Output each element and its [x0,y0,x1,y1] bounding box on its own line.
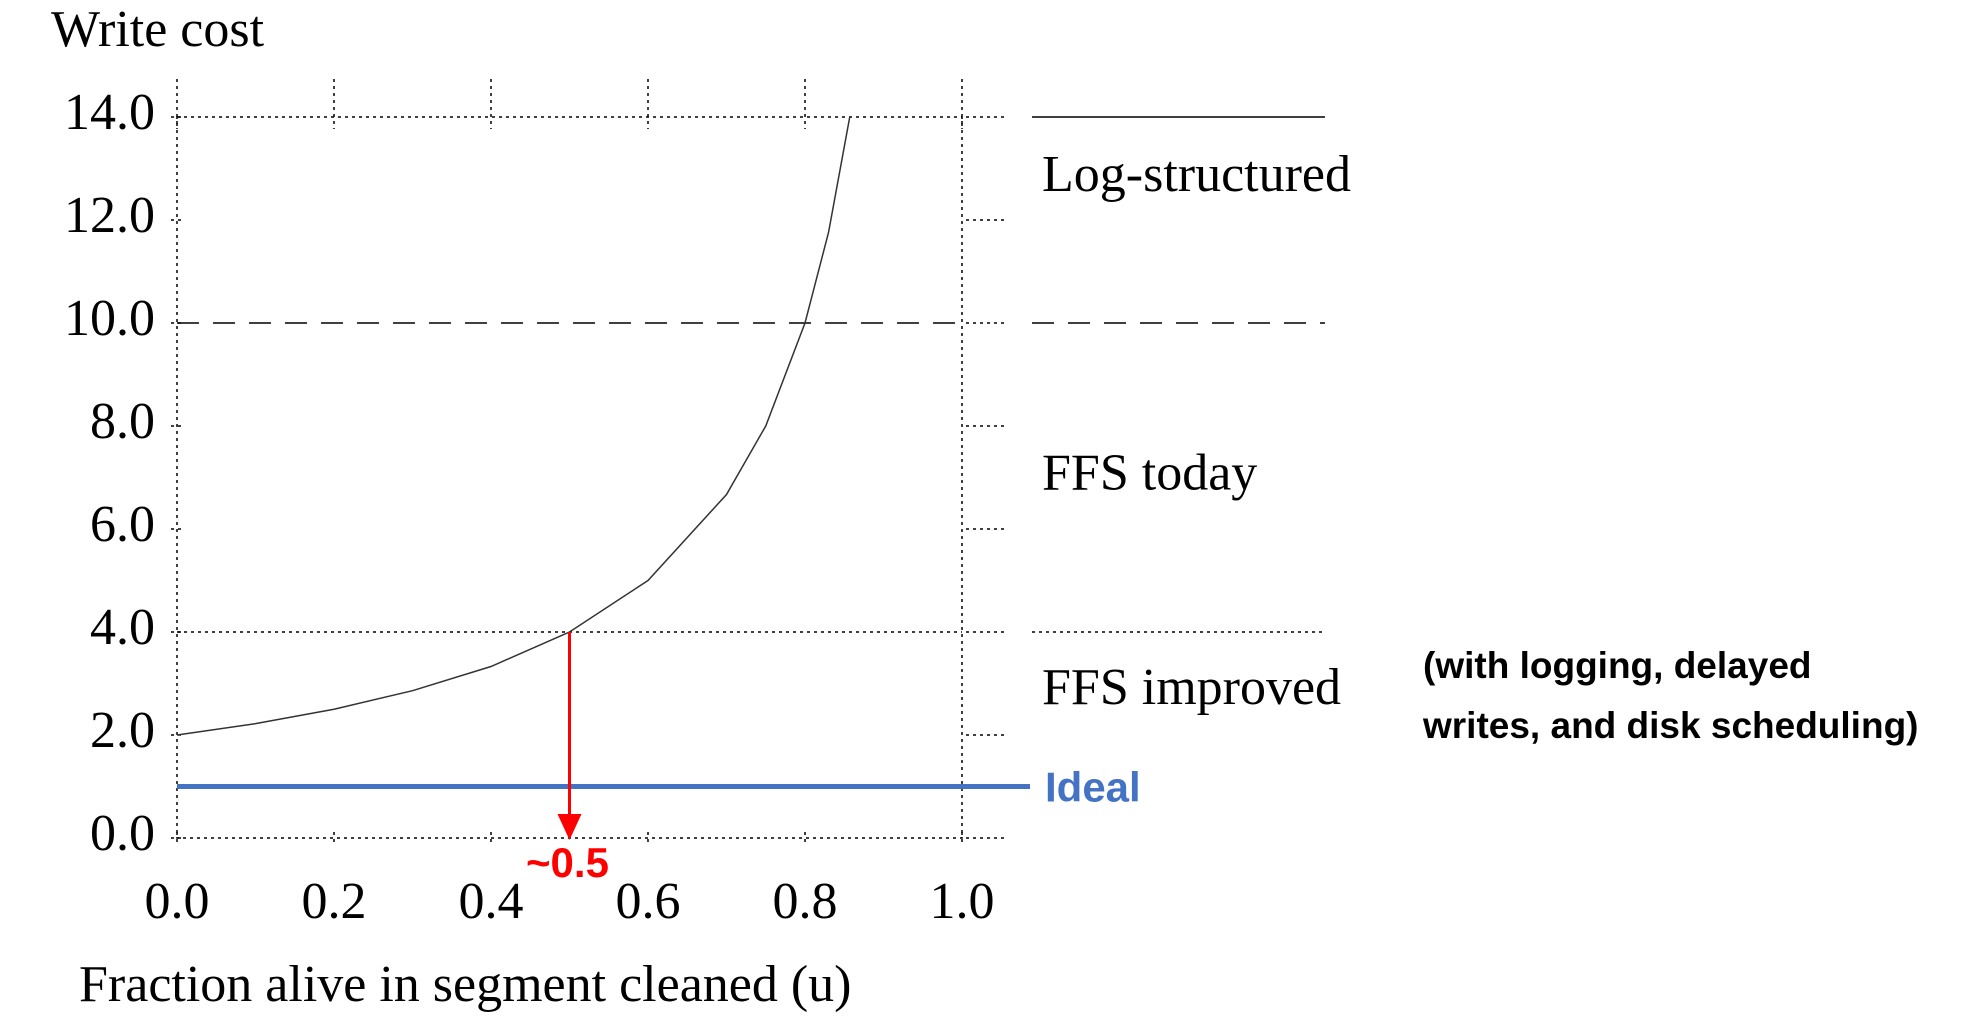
y-tick-label: 4.0 [90,599,155,656]
y-tick-label: 6.0 [90,496,155,553]
y-tick-label: 10.0 [64,290,155,347]
region-label: FFS today [1042,444,1257,501]
x-tick-label: 0.6 [616,873,681,930]
y-tick-label: 0.0 [90,805,155,862]
y-tick-label: 12.0 [64,187,155,244]
region-label: Log-structured [1042,146,1351,203]
x-tick-label: 1.0 [930,873,995,930]
line-series [176,116,851,736]
annotation-label: ~0.5 [526,839,609,886]
ideal-label: Ideal [1045,764,1141,811]
x-axis-label: Fraction alive in segment cleaned (u) [79,956,851,1013]
region-label: FFS improved [1042,659,1341,716]
x-tick-label: 0.0 [145,873,210,930]
y-tick-label: 14.0 [64,84,155,141]
y-tick-label: 2.0 [90,702,155,759]
note: (with logging, delayed [1423,645,1812,686]
chart-title: Write cost [51,1,265,58]
y-tick-label: 8.0 [90,393,155,450]
x-tick-label: 0.8 [773,873,838,930]
x-tick-label: 0.4 [459,873,524,930]
arrow-head [557,814,582,840]
x-tick-label: 0.2 [302,873,367,930]
note: writes, and disk scheduling) [1422,705,1919,746]
